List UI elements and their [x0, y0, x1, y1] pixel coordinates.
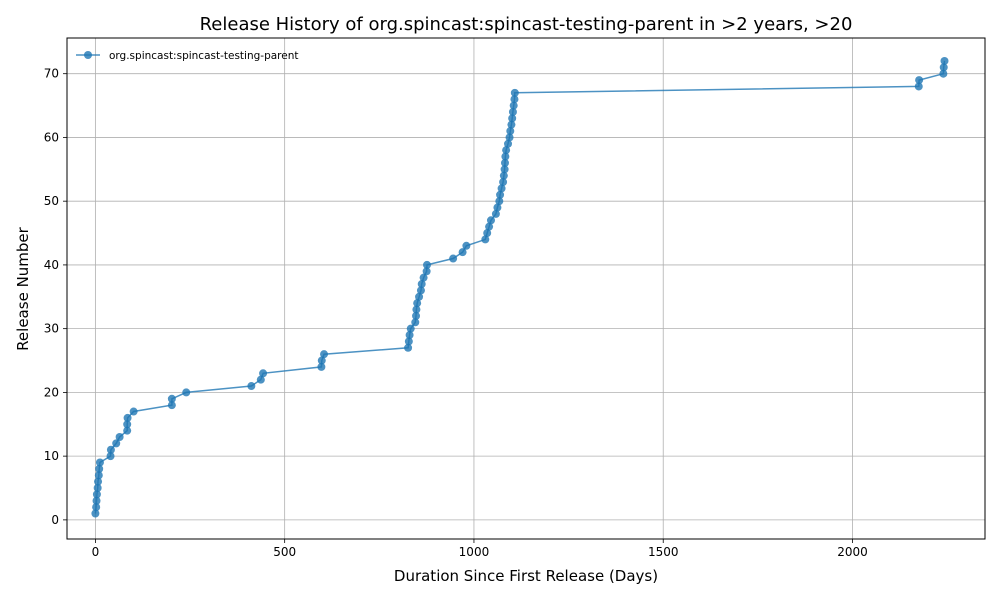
- data-point: [415, 292, 424, 301]
- data-point: [106, 452, 115, 461]
- data-point: [507, 120, 516, 129]
- data-point: [502, 146, 511, 155]
- y-tick-label: 70: [44, 67, 59, 81]
- x-tick-label: 0: [92, 545, 100, 559]
- legend-entry-label: org.spincast:spincast-testing-parent: [109, 50, 299, 62]
- data-point: [167, 401, 176, 410]
- data-point: [95, 458, 104, 467]
- data-point: [94, 477, 103, 486]
- data-point: [182, 388, 191, 397]
- x-axis-ticks: 0 500 1000 1500 2000: [92, 539, 868, 559]
- data-point: [481, 235, 490, 244]
- data-point: [510, 95, 519, 104]
- data-point: [501, 152, 510, 161]
- data-point: [317, 362, 326, 371]
- data-point: [497, 184, 506, 193]
- x-tick-label: 500: [273, 545, 296, 559]
- data-point: [417, 280, 426, 289]
- data-point: [112, 439, 121, 448]
- y-axis-label: Release Number: [14, 226, 32, 350]
- data-point: [462, 241, 471, 250]
- x-tick-label: 1000: [459, 545, 490, 559]
- data-point: [412, 305, 421, 314]
- data-point: [499, 178, 508, 187]
- y-tick-label: 40: [44, 258, 59, 272]
- data-point: [320, 350, 329, 359]
- y-tick-label: 60: [44, 130, 59, 144]
- data-point: [504, 139, 513, 148]
- data-point: [423, 260, 432, 269]
- data-point: [92, 490, 101, 499]
- data-point: [256, 375, 265, 384]
- data-point: [317, 356, 326, 365]
- data-point: [167, 394, 176, 403]
- data-point: [404, 343, 413, 352]
- data-point: [413, 299, 422, 308]
- data-point: [92, 496, 101, 505]
- data-point: [106, 445, 115, 454]
- data-point: [508, 107, 517, 116]
- y-tick-label: 30: [44, 322, 59, 336]
- data-point: [129, 407, 138, 416]
- chart-title: Release History of org.spincast:spincast…: [200, 14, 853, 35]
- data-point: [123, 426, 132, 435]
- data-point: [485, 222, 494, 231]
- data-point: [458, 248, 467, 257]
- data-point: [486, 216, 495, 225]
- data-point: [416, 286, 425, 295]
- y-tick-label: 10: [44, 449, 59, 463]
- data-point: [915, 76, 924, 85]
- data-point: [95, 464, 104, 473]
- data-point: [247, 382, 256, 391]
- data-point: [91, 509, 100, 518]
- data-point: [939, 63, 948, 72]
- y-tick-label: 20: [44, 385, 59, 399]
- legend: org.spincast:spincast-testing-parent: [76, 50, 299, 62]
- data-point: [405, 331, 414, 340]
- data-point: [509, 101, 518, 110]
- data-point: [406, 324, 415, 333]
- data-point: [92, 503, 101, 512]
- x-tick-label: 2000: [837, 545, 868, 559]
- data-point: [500, 158, 509, 167]
- data-point: [404, 337, 413, 346]
- y-axis-ticks: 0 10 20 30 40 50 60 70: [44, 67, 67, 527]
- data-point: [259, 369, 268, 378]
- grid-lines: [67, 38, 985, 539]
- data-point: [506, 127, 515, 136]
- data-point: [495, 197, 504, 206]
- data-point: [939, 69, 948, 78]
- x-tick-label: 1500: [648, 545, 679, 559]
- data-point: [412, 311, 421, 320]
- data-point: [115, 433, 124, 442]
- x-axis-label: Duration Since First Release (Days): [394, 567, 658, 585]
- data-point: [94, 471, 103, 480]
- series-layer: [91, 56, 949, 518]
- data-point: [123, 420, 132, 429]
- data-point: [499, 171, 508, 180]
- data-point: [93, 484, 102, 493]
- data-point: [493, 203, 502, 212]
- data-point: [940, 56, 949, 65]
- data-point: [491, 209, 500, 218]
- data-point: [422, 267, 431, 276]
- legend-marker-swatch: [84, 51, 92, 59]
- data-point: [505, 133, 514, 142]
- plot-frame: [66, 37, 986, 540]
- data-point: [411, 318, 420, 327]
- data-point: [123, 413, 132, 422]
- data-point: [449, 254, 458, 263]
- data-point: [419, 273, 428, 282]
- data-point: [483, 229, 492, 238]
- data-point: [914, 82, 923, 91]
- data-point: [508, 114, 517, 123]
- data-point: [510, 88, 519, 97]
- y-tick-label: 50: [44, 194, 59, 208]
- data-point: [496, 190, 505, 199]
- data-point: [500, 165, 509, 174]
- y-tick-label: 0: [51, 513, 59, 527]
